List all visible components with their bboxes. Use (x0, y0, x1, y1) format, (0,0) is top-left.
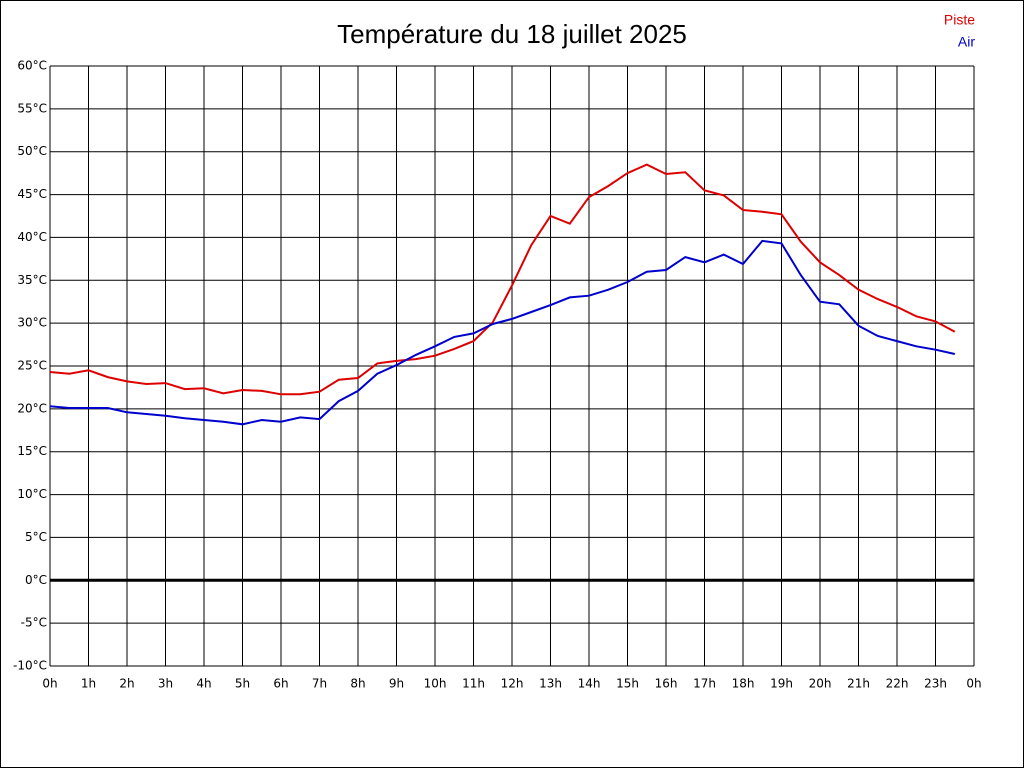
x-tick-label: 16h (655, 677, 678, 691)
x-tick-label: 18h (732, 677, 755, 691)
series-line (49, 163, 956, 396)
y-tick-label: 60°C (17, 59, 47, 73)
chart-title: Température du 18 juillet 2025 (337, 19, 687, 49)
x-tick-label: 7h (312, 677, 327, 691)
y-tick-label: -5°C (21, 616, 47, 630)
x-tick-label: 21h (847, 677, 870, 691)
x-tick-label: 8h (350, 677, 365, 691)
x-tick-label: 4h (196, 677, 211, 691)
y-tick-label: 55°C (17, 101, 47, 115)
legend-label: Piste (944, 12, 975, 28)
y-tick-label: 40°C (17, 230, 47, 244)
x-tick-label: 13h (539, 677, 562, 691)
x-tick-label: 1h (81, 677, 96, 691)
y-tick-label: 10°C (17, 487, 47, 501)
x-tick-label: 11h (462, 677, 485, 691)
x-tick-label: 22h (886, 677, 909, 691)
y-tick-label: 45°C (17, 187, 47, 201)
series-line (49, 239, 956, 426)
x-tick-label: 9h (389, 677, 404, 691)
x-tick-label: 5h (235, 677, 250, 691)
x-tick-label: 2h (119, 677, 134, 691)
x-tick-label: 19h (770, 677, 793, 691)
y-tick-label: 25°C (17, 359, 47, 373)
y-tick-label: -10°C (13, 659, 47, 673)
legend-label: Air (958, 34, 975, 50)
x-tick-label: 20h (809, 677, 832, 691)
x-tick-label: 12h (501, 677, 524, 691)
x-tick-label: 0h (42, 677, 57, 691)
y-tick-label: 35°C (17, 273, 47, 287)
x-tick-label: 23h (924, 677, 947, 691)
y-tick-label: 15°C (17, 444, 47, 458)
y-tick-label: 0°C (25, 573, 47, 587)
x-tick-label: 17h (693, 677, 716, 691)
x-tick-label: 10h (424, 677, 447, 691)
x-tick-label: 6h (273, 677, 288, 691)
y-tick-label: 20°C (17, 401, 47, 415)
x-tick-label: 3h (158, 677, 173, 691)
y-tick-label: 30°C (17, 316, 47, 330)
x-tick-label: 15h (616, 677, 639, 691)
x-tick-label: 0h (966, 677, 981, 691)
y-tick-label: 5°C (25, 530, 47, 544)
x-tick-label: 14h (578, 677, 601, 691)
y-tick-label: 50°C (17, 144, 47, 158)
